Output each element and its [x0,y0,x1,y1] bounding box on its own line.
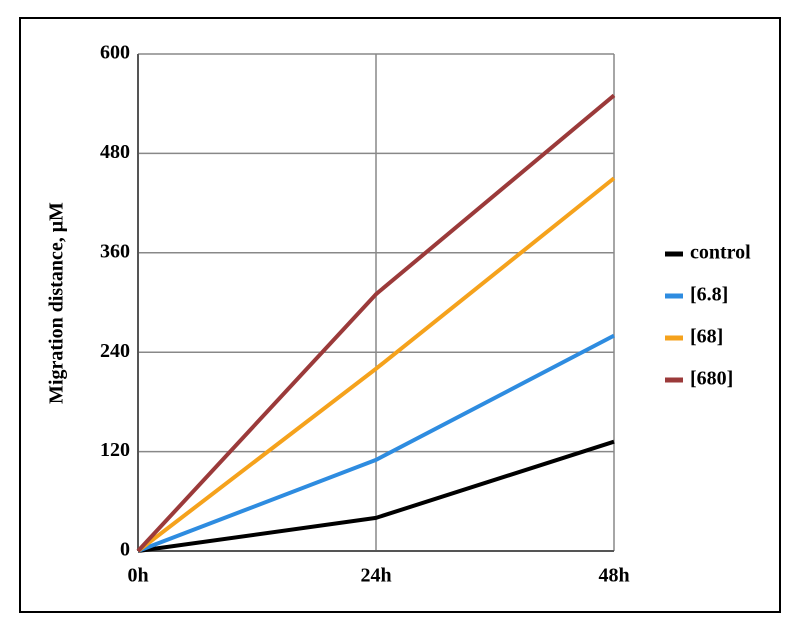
y-tick-label: 480 [100,141,130,163]
legend-label: control [690,242,751,264]
x-tick-label: 0h [127,565,148,587]
series-line [136,93,616,553]
y-axis-label: Migration distance, μM [46,202,68,404]
series-line [137,439,615,553]
x-tick-label: 48h [598,565,629,587]
y-tick-label: 240 [100,340,130,362]
y-tick-label: 120 [100,439,130,461]
series-line [136,176,616,553]
y-tick-label: 0 [120,539,130,561]
series-line [137,333,615,553]
legend-label: [68] [690,326,723,348]
y-tick-label: 600 [100,42,130,64]
legend-label: [680] [690,368,733,390]
legend-label: [6.8] [690,284,728,306]
y-tick-label: 360 [100,240,130,262]
x-tick-label: 24h [360,565,391,587]
frame [19,17,781,613]
